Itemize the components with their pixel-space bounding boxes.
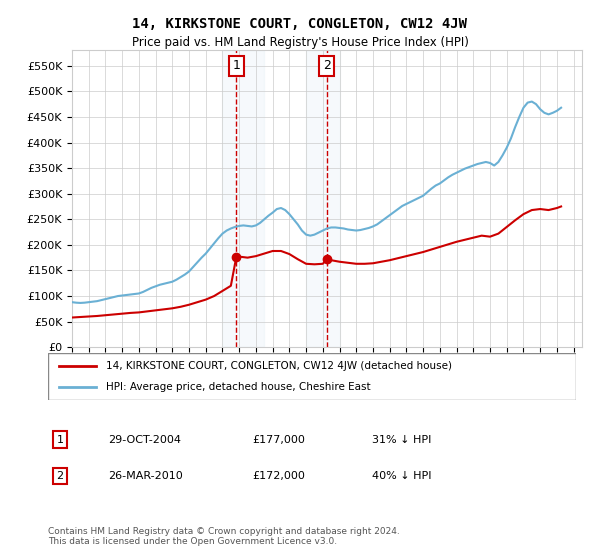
FancyBboxPatch shape [48, 353, 576, 400]
Text: HPI: Average price, detached house, Cheshire East: HPI: Average price, detached house, Ches… [106, 382, 371, 392]
Text: 2: 2 [56, 471, 64, 481]
Bar [223, 50, 264, 347]
Text: £177,000: £177,000 [252, 435, 305, 445]
Text: 14, KIRKSTONE COURT, CONGLETON, CW12 4JW: 14, KIRKSTONE COURT, CONGLETON, CW12 4JW [133, 17, 467, 31]
Text: 2: 2 [323, 59, 331, 72]
Text: 29-OCT-2004: 29-OCT-2004 [108, 435, 181, 445]
Text: 26-MAR-2010: 26-MAR-2010 [108, 471, 183, 481]
Text: 14, KIRKSTONE COURT, CONGLETON, CW12 4JW (detached house): 14, KIRKSTONE COURT, CONGLETON, CW12 4JW… [106, 361, 452, 371]
Text: 31% ↓ HPI: 31% ↓ HPI [372, 435, 431, 445]
Text: 1: 1 [232, 59, 241, 72]
Text: 40% ↓ HPI: 40% ↓ HPI [372, 471, 431, 481]
Bar [306, 50, 340, 347]
Text: Contains HM Land Registry data © Crown copyright and database right 2024.
This d: Contains HM Land Registry data © Crown c… [48, 526, 400, 546]
Text: Price paid vs. HM Land Registry's House Price Index (HPI): Price paid vs. HM Land Registry's House … [131, 36, 469, 49]
Text: 1: 1 [56, 435, 64, 445]
Text: £172,000: £172,000 [252, 471, 305, 481]
